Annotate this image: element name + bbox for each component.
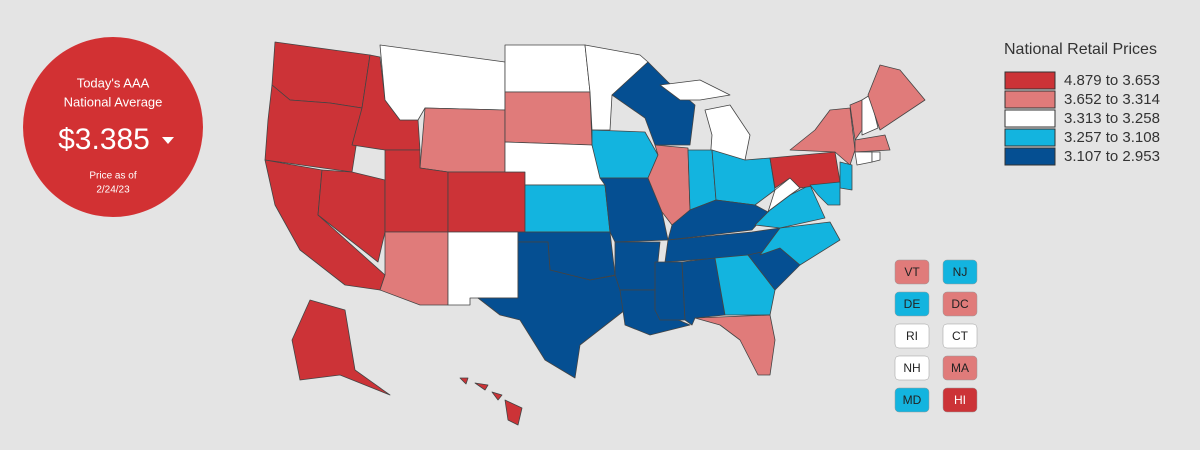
badge-line: Price as of [89, 171, 136, 182]
small-state-box [894, 291, 930, 317]
small-state-label: NJ [953, 265, 968, 279]
state [477, 241, 626, 379]
badge-circle [23, 37, 203, 217]
legend: National Retail Prices 4.879 to 3.653 3.6… [1004, 41, 1160, 166]
small-state-box [894, 323, 930, 349]
state [504, 44, 591, 93]
state [491, 391, 503, 401]
legend-swatch [1004, 128, 1056, 147]
legend-swatch [1004, 71, 1056, 90]
badge-line: Today's AAA [77, 75, 150, 90]
state [614, 241, 661, 291]
state [447, 171, 526, 233]
state [351, 54, 421, 151]
small-state-label: MD [903, 393, 922, 407]
legend-label: 3.107 to 2.953 [1064, 148, 1160, 165]
small-state-box [942, 355, 978, 381]
legend-label: 3.313 to 3.258 [1064, 110, 1160, 127]
badge-line: National Average [64, 94, 163, 109]
small-state-box [894, 259, 930, 285]
badge: Today's AAA National Average $3.385 Pric… [23, 37, 203, 217]
state [789, 107, 856, 166]
state [769, 151, 841, 189]
small-state-box [894, 355, 930, 381]
us-map [264, 41, 926, 426]
legend-label: 3.652 to 3.314 [1064, 91, 1160, 108]
state [694, 314, 776, 376]
state [504, 399, 523, 426]
state [861, 94, 879, 136]
state [839, 161, 853, 191]
small-state-label: VT [904, 265, 920, 279]
legend-swatch [1004, 109, 1056, 128]
state [379, 231, 449, 306]
small-state-label: RI [906, 329, 918, 343]
state [419, 107, 506, 173]
state [714, 254, 776, 316]
small-state-box [942, 291, 978, 317]
small-state-label: MA [951, 361, 969, 375]
state [809, 181, 841, 206]
badge-price: $3.385 [58, 123, 150, 156]
state [291, 299, 391, 396]
small-state-label: CT [952, 329, 969, 343]
state [854, 134, 891, 153]
down-arrow [162, 137, 174, 144]
badge-date: 2/24/23 [96, 185, 130, 196]
state [867, 64, 926, 131]
small-state-label: DE [904, 297, 921, 311]
small-state-label: HI [954, 393, 966, 407]
state [654, 261, 686, 321]
small-state-box [942, 323, 978, 349]
state [687, 149, 717, 211]
small-state-box [894, 387, 930, 413]
small-states: VT NJ DE DC RI CT NH MA MD HI [894, 259, 978, 413]
state [659, 79, 731, 101]
small-state-label: DC [951, 297, 969, 311]
small-state-box [942, 387, 978, 413]
state [474, 382, 489, 391]
legend-swatch [1004, 90, 1056, 109]
state [871, 151, 881, 163]
state [584, 44, 649, 131]
state [591, 129, 659, 179]
legend-label: 4.879 to 3.653 [1064, 72, 1160, 89]
state [447, 231, 519, 306]
small-state-label: NH [903, 361, 920, 375]
legend-label: 3.257 to 3.108 [1064, 129, 1160, 146]
small-state-box [942, 259, 978, 285]
legend-title: National Retail Prices [1004, 41, 1157, 58]
state [524, 184, 611, 233]
state [459, 377, 469, 385]
state [504, 91, 593, 146]
legend-swatch [1004, 147, 1056, 166]
